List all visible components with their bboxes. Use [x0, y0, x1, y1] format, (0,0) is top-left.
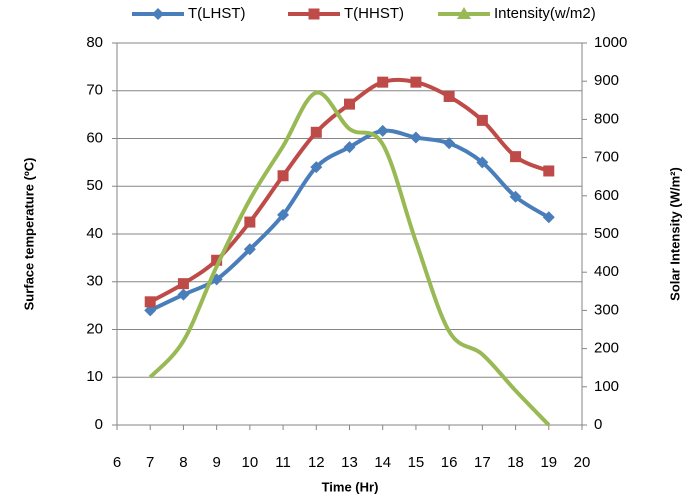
x-tick-label: 8 [179, 454, 187, 471]
marker [376, 124, 389, 137]
y-tick-label: 10 [86, 368, 103, 385]
y2-tick-label: 900 [594, 72, 619, 89]
y-tick-label: 60 [86, 129, 103, 146]
y2-tick-label: 500 [594, 225, 619, 242]
marker [509, 190, 522, 203]
x-tick-label: 6 [113, 454, 121, 471]
marker [543, 165, 555, 177]
x-tick-label: 17 [474, 454, 491, 471]
legend-marker [308, 8, 320, 20]
legend-label: Intensity(w/m2) [494, 5, 596, 22]
x-tick-label: 10 [242, 454, 259, 471]
y2-tick-label: 300 [594, 301, 619, 318]
y-tick-label: 0 [95, 416, 103, 433]
y-tick-label: 80 [86, 34, 103, 51]
marker [377, 76, 389, 88]
x-tick-label: 18 [507, 454, 524, 471]
x-tick-label: 16 [441, 454, 458, 471]
x-tick-label: 12 [308, 454, 325, 471]
marker [244, 216, 256, 228]
y2-axis-label: Solar Intensity (W/m²) [667, 167, 682, 301]
marker [409, 131, 422, 144]
y-tick-label: 50 [86, 177, 103, 194]
legend-marker [457, 7, 471, 19]
x-tick-label: 7 [146, 454, 154, 471]
marker [177, 278, 189, 290]
legend-marker [152, 8, 164, 20]
y2-tick-label: 800 [594, 110, 619, 127]
x-axis-label: Time (Hr) [322, 479, 379, 494]
y-tick-label: 20 [86, 320, 103, 337]
x-tick-label: 13 [341, 454, 358, 471]
legend-label: T(HHST) [344, 5, 404, 22]
marker [310, 161, 323, 174]
y2-tick-label: 600 [594, 187, 619, 204]
marker [310, 126, 322, 138]
marker [277, 208, 290, 221]
legend-label: T(LHST) [188, 5, 246, 22]
marker [277, 170, 289, 182]
x-tick-label: 19 [540, 454, 557, 471]
x-tick-label: 11 [275, 454, 291, 471]
y2-tick-label: 1000 [594, 34, 627, 51]
marker [243, 243, 256, 256]
marker [542, 211, 555, 224]
marker [144, 304, 157, 317]
marker [510, 151, 522, 163]
marker [476, 114, 488, 126]
marker [344, 98, 355, 110]
y-tick-label: 70 [86, 82, 103, 99]
series-line [149, 77, 550, 304]
y2-tick-label: 100 [594, 378, 619, 395]
marker [476, 156, 489, 169]
marker [211, 254, 223, 266]
x-tick-label: 15 [408, 454, 425, 471]
marker [443, 137, 456, 150]
x-tick-label: 20 [574, 454, 591, 471]
y2-tick-label: 400 [594, 263, 619, 280]
series-line [148, 90, 551, 427]
y-axis-label: Surface temperature (ºC) [21, 158, 36, 311]
marker [443, 90, 455, 102]
y-tick-label: 40 [86, 225, 103, 242]
marker [343, 141, 356, 154]
marker [144, 296, 156, 308]
y2-tick-label: 200 [594, 340, 619, 357]
x-tick-label: 9 [212, 454, 220, 471]
marker [410, 76, 422, 88]
y-tick-label: 30 [86, 273, 103, 290]
marker [177, 288, 190, 301]
y2-tick-label: 0 [594, 416, 602, 433]
y2-tick-label: 700 [594, 149, 619, 166]
x-tick-label: 14 [374, 454, 391, 471]
